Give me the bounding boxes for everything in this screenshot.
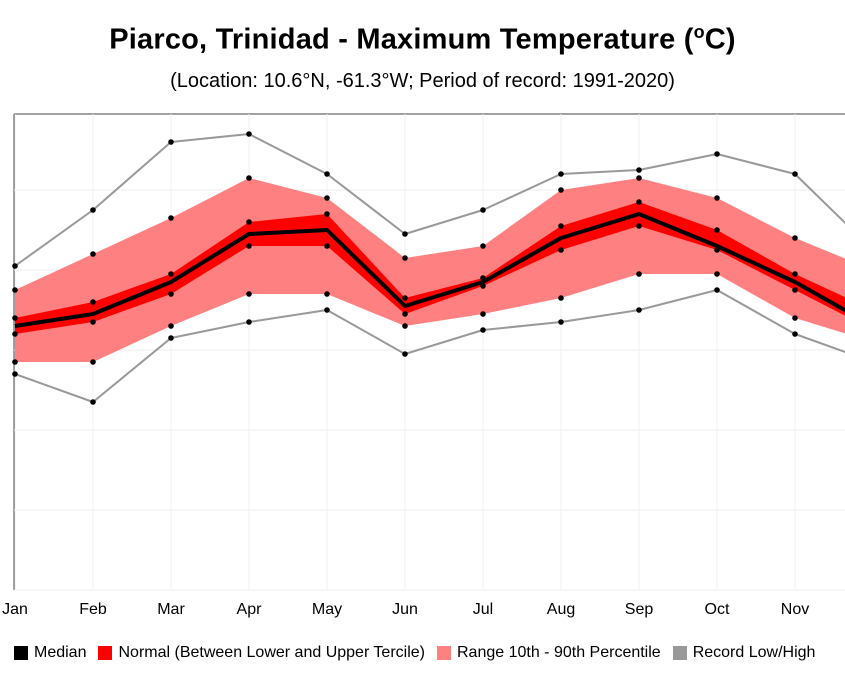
p90-point bbox=[12, 287, 18, 293]
lower-tercile-point bbox=[246, 243, 252, 249]
p90-point bbox=[636, 175, 642, 181]
plot-area: Jan Feb Mar Apr May Jun Jul Aug Sep Oct Nov bbox=[2, 113, 845, 618]
lower-tercile-point bbox=[12, 331, 18, 337]
chart-subtitle: (Location: 10.6°N, -61.3°W; Period of re… bbox=[170, 70, 675, 92]
p90-point bbox=[168, 215, 174, 221]
median-line bbox=[14, 212, 845, 328]
record-high-point bbox=[480, 207, 486, 213]
record-high-point bbox=[792, 171, 798, 177]
p90-point bbox=[324, 195, 330, 201]
legend-item-record: Record Low/High bbox=[672, 644, 816, 662]
legend-swatch-normal bbox=[98, 646, 113, 660]
p10-point bbox=[90, 359, 96, 365]
p90-point bbox=[558, 187, 564, 193]
upper-tercile-point bbox=[480, 275, 486, 281]
record-high-point bbox=[714, 151, 720, 157]
lower-tercile-point bbox=[792, 287, 798, 293]
p10-point bbox=[558, 295, 564, 301]
record-low-point bbox=[480, 327, 486, 333]
legend-label-median: Median bbox=[34, 644, 87, 661]
record-low-point bbox=[714, 287, 720, 293]
lower-tercile-point bbox=[168, 291, 174, 297]
p10-point bbox=[246, 291, 252, 297]
legend-item-median: Median bbox=[14, 644, 86, 662]
upper-tercile-point bbox=[402, 295, 408, 301]
upper-tercile-point bbox=[636, 199, 642, 205]
legend: Median Normal (Between Lower and Upper T… bbox=[14, 642, 827, 664]
record-high-point bbox=[402, 231, 408, 237]
legend-item-normal: Normal (Between Lower and Upper Tercile) bbox=[98, 644, 425, 662]
x-tick-label: Mar bbox=[157, 601, 185, 618]
x-tick-label: Nov bbox=[781, 601, 809, 618]
p10-point bbox=[792, 315, 798, 321]
p90-point bbox=[792, 235, 798, 241]
record-high-point bbox=[168, 139, 174, 145]
legend-swatch-record bbox=[672, 646, 687, 660]
record-high-point bbox=[90, 207, 96, 213]
record-low-point bbox=[324, 307, 330, 313]
lower-tercile-point bbox=[402, 311, 408, 317]
x-tick-label: Apr bbox=[237, 601, 263, 618]
legend-swatch-median bbox=[14, 646, 28, 660]
p10-point bbox=[480, 311, 486, 317]
lower-tercile-point bbox=[480, 283, 486, 289]
record-low-point bbox=[792, 331, 798, 337]
p10-point bbox=[636, 271, 642, 277]
upper-tercile-point bbox=[168, 271, 174, 277]
lower-tercile-point bbox=[90, 319, 96, 325]
lower-tercile-point bbox=[636, 223, 642, 229]
legend-item-range: Range 10th - 90th Percentile bbox=[437, 644, 661, 662]
legend-label-record: Record Low/High bbox=[692, 644, 816, 661]
legend-label-range: Range 10th - 90th Percentile bbox=[457, 644, 661, 661]
upper-tercile-point bbox=[714, 227, 720, 233]
record-high-point bbox=[12, 263, 18, 269]
x-tick-label: Jun bbox=[392, 601, 418, 618]
upper-tercile-point bbox=[246, 219, 252, 225]
record-low-line bbox=[14, 289, 845, 403]
x-tick-label: Sep bbox=[625, 601, 654, 618]
x-tick-label: Oct bbox=[705, 601, 730, 618]
legend-swatch-range bbox=[437, 646, 451, 660]
x-tick-label: Jan bbox=[2, 601, 28, 618]
lower-tercile-point bbox=[324, 243, 330, 249]
lower-tercile-point bbox=[714, 247, 720, 253]
range-band bbox=[15, 178, 845, 362]
x-tick-label: Aug bbox=[547, 601, 575, 618]
p10-point bbox=[324, 291, 330, 297]
lower-tercile-point bbox=[558, 247, 564, 253]
record-high-point bbox=[636, 167, 642, 173]
x-tick-label: Jul bbox=[473, 601, 493, 618]
upper-tercile-point bbox=[792, 271, 798, 277]
normal-band bbox=[15, 202, 845, 334]
p10-point bbox=[12, 359, 18, 365]
record-low-point bbox=[636, 307, 642, 313]
x-tick-label: May bbox=[312, 601, 342, 618]
upper-tercile-point bbox=[90, 299, 96, 305]
p90-point bbox=[90, 251, 96, 257]
p90-point bbox=[402, 255, 408, 261]
record-low-point bbox=[90, 399, 96, 405]
record-low-point bbox=[246, 319, 252, 325]
record-low-point bbox=[168, 335, 174, 341]
upper-tercile-point bbox=[324, 211, 330, 217]
upper-tercile-point bbox=[558, 223, 564, 229]
record-high-point bbox=[246, 131, 252, 137]
record-low-point bbox=[558, 319, 564, 325]
p90-point bbox=[714, 195, 720, 201]
legend-label-normal: Normal (Between Lower and Upper Tercile) bbox=[118, 644, 425, 661]
p90-point bbox=[246, 175, 252, 181]
record-high-line bbox=[14, 133, 845, 267]
p10-point bbox=[402, 323, 408, 329]
x-tick-label: Feb bbox=[79, 601, 107, 618]
record-low-point bbox=[12, 371, 18, 377]
p10-point bbox=[168, 323, 174, 329]
record-low-point bbox=[402, 351, 408, 357]
record-high-point bbox=[324, 171, 330, 177]
record-high-point bbox=[558, 171, 564, 177]
p90-point bbox=[480, 243, 486, 249]
chart-title: Piarco, Trinidad - Maximum Temperature (… bbox=[109, 22, 736, 56]
upper-tercile-point bbox=[12, 315, 18, 321]
p10-point bbox=[714, 271, 720, 277]
